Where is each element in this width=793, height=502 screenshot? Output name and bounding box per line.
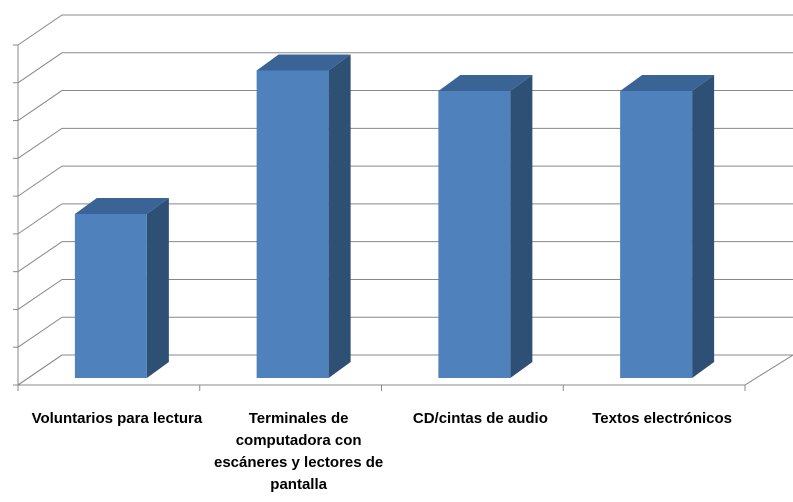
bar-front [438,91,511,378]
x-tick-label: CD/cintas de audio [412,410,548,427]
bar [256,54,351,378]
x-tick-label: Voluntarios para lectura [31,410,203,427]
bar-side [328,54,351,378]
x-tick-label: Textos electrónicos [592,410,733,427]
grid-line [17,14,793,46]
bar-front [620,91,693,378]
grid-line [17,52,793,84]
grid-line [17,316,793,348]
bar-top [620,75,715,91]
bar-top [256,54,351,71]
grid-line [17,241,793,273]
bar [74,198,169,378]
x-tick-label: Terminales de computadora con escáneres … [213,410,384,493]
grid-line [17,354,793,386]
bar-side [146,198,169,378]
grid-line [17,203,793,235]
grid-line [17,127,793,159]
bar-top [74,198,169,214]
bar-top [438,75,533,91]
grid-line [17,165,793,197]
bar [438,75,533,378]
grid-line [17,278,793,310]
bar-side [692,75,715,378]
bar [620,75,715,378]
grid-line [17,90,793,121]
bar-side [510,75,533,378]
bar-front [256,70,329,378]
bar-front [74,214,147,378]
